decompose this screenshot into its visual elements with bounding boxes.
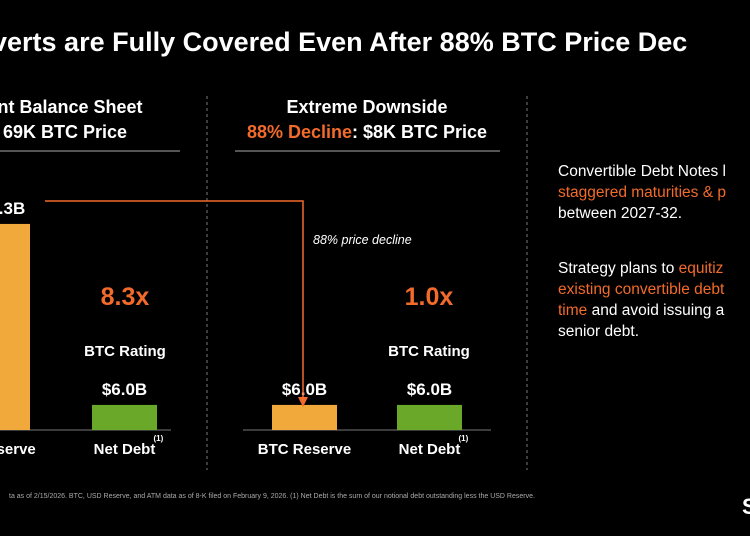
arrow — [45, 200, 304, 398]
note-line: time and avoid issuing a — [558, 302, 725, 319]
x-tick-label: Net Debt — [94, 441, 156, 458]
x-tick-label: eserve — [0, 441, 36, 458]
value-label: $6.0B — [407, 380, 452, 399]
bar — [272, 404, 337, 430]
note-line: between 2027-32. — [558, 205, 682, 222]
text-segment: Strategy plans to — [558, 260, 679, 277]
rating: 8.3x — [101, 283, 150, 311]
text-segment: existing convertible debt — [558, 281, 725, 298]
text-segment: and avoid issuing a — [587, 302, 724, 319]
value-label: $6.0B — [102, 380, 147, 399]
text-segment: between 2027-32. — [558, 205, 682, 222]
x-tick-label: Net Debt — [399, 441, 461, 458]
footnote: ta as of 2/15/2026. BTC, USD Reserve, an… — [9, 493, 535, 500]
note-line: Strategy plans to equitiz — [558, 260, 723, 277]
text-segment: staggered maturities & p — [558, 184, 726, 201]
text-segment: senior debt. — [558, 323, 639, 340]
rating-label: BTC Rating — [84, 343, 166, 360]
note-line: senior debt. — [558, 323, 639, 340]
note-line: Convertible Debt Notes l — [558, 163, 726, 180]
note-line: existing convertible debt — [558, 281, 725, 298]
note-line: staggered maturities & p — [558, 184, 726, 201]
arrow-label: 88% price decline — [313, 233, 412, 247]
arrowhead — [298, 397, 308, 407]
slide-title: verts are Fully Covered Even After 88% B… — [0, 27, 687, 57]
text-segment: time — [558, 302, 587, 319]
value-label: $6.0B — [282, 380, 327, 399]
panel-header: 88% Decline: $8K BTC Price — [247, 122, 487, 142]
rating-label: BTC Rating — [388, 343, 470, 360]
bar — [0, 223, 30, 430]
bar — [397, 404, 462, 430]
logo: S — [742, 494, 750, 519]
panel-header: 69K BTC Price — [3, 122, 127, 142]
text-segment: equitiz — [679, 260, 724, 277]
text-segment: Convertible Debt Notes l — [558, 163, 726, 180]
bar — [92, 404, 157, 430]
text-segment: Extreme Downside — [286, 97, 447, 117]
footnote-mark: (1) — [154, 434, 164, 443]
panel-header: Extreme Downside — [286, 97, 447, 117]
value-label: .3B — [0, 199, 25, 218]
text-segment: : $8K BTC Price — [352, 122, 487, 142]
text-segment: 69K BTC Price — [3, 122, 127, 142]
x-tick-label: BTC Reserve — [258, 441, 351, 458]
panel-header: ent Balance Sheet — [0, 97, 143, 117]
footnote-mark: (1) — [459, 434, 469, 443]
text-segment: 88% Decline — [247, 122, 352, 142]
text-segment: ent Balance Sheet — [0, 97, 143, 117]
rating: 1.0x — [405, 283, 454, 311]
